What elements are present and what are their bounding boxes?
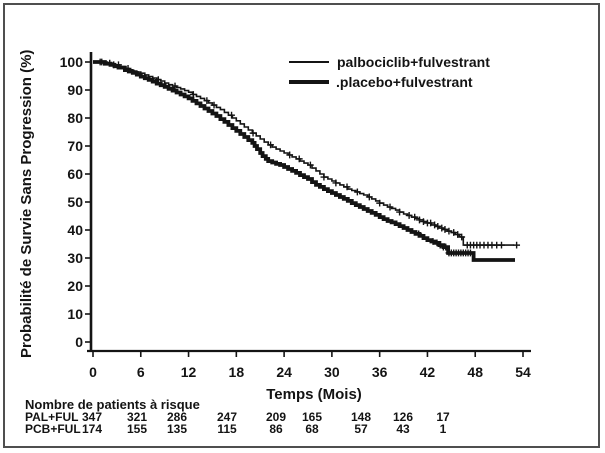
x-tick-label: 36: [372, 364, 388, 380]
legend-label-placebo: .placebo+fulvestrant: [336, 74, 473, 90]
censor-mark: [332, 179, 340, 187]
risk-value: 165: [302, 410, 322, 424]
x-axis-title: Temps (Mois): [266, 386, 362, 403]
censor-mark: [189, 91, 197, 98]
censor-mark: [110, 61, 118, 69]
censor-mark: [416, 216, 423, 224]
censor-mark: [365, 193, 373, 201]
censor-mark: [431, 221, 439, 229]
risk-value: 321: [127, 410, 147, 424]
censor-mark: [124, 65, 132, 72]
risk-table: PAL+FUL 347 321 286 247 209 165 148 126 17 PCB+FUL…: [25, 410, 450, 436]
risk-value: 1: [440, 422, 447, 436]
y-tick-label: 0: [75, 334, 83, 350]
censor-mark: [445, 227, 453, 235]
risk-value: 115: [217, 422, 237, 436]
censor-mark: [454, 231, 462, 238]
x-tick-label: 54: [515, 364, 531, 380]
curve-placebo: [93, 60, 515, 262]
risk-value: 148: [351, 410, 371, 424]
legend: palbociclib+fulvestrant .placebo+fulvest…: [289, 54, 490, 90]
censor-mark: [106, 59, 114, 67]
censor-mark: [450, 229, 458, 236]
censor-mark: [427, 219, 435, 227]
censor-mark: [467, 249, 474, 257]
censor-mark: [458, 233, 466, 241]
y-tick-label: 50: [67, 194, 83, 210]
censor-mark: [267, 141, 274, 149]
y-tick-label: 30: [67, 250, 83, 266]
censor-mark: [498, 241, 505, 249]
risk-value: 68: [305, 422, 319, 436]
censor-mark: [249, 129, 257, 137]
censor-mark: [513, 241, 521, 249]
x-tick-label: 30: [324, 364, 340, 380]
y-tick-label: 60: [67, 166, 83, 182]
censor-mark: [203, 97, 211, 105]
risk-value: 43: [396, 422, 410, 436]
censor-mark: [210, 101, 218, 109]
censor-mark: [386, 203, 394, 211]
x-tick-label: 18: [229, 364, 245, 380]
x-tick-label: 6: [137, 364, 145, 380]
y-tick-label: 10: [67, 306, 83, 322]
x-axis-ticks: 0 6 12 18 24 30 36 42 48 54: [89, 351, 531, 380]
risk-value: 135: [167, 422, 187, 436]
risk-value: 209: [266, 410, 286, 424]
censor-mark: [154, 76, 162, 84]
censor-mark: [438, 224, 446, 232]
risk-value: 286: [167, 410, 187, 424]
censor-marks: [96, 58, 521, 257]
censor-mark: [442, 243, 450, 251]
risk-value: 17: [436, 410, 450, 424]
censor-mark: [411, 213, 419, 221]
risk-value: 347: [82, 410, 102, 424]
censor-mark: [415, 230, 423, 238]
y-tick-label: 90: [67, 82, 83, 98]
censor-mark: [306, 161, 314, 169]
survival-curves: [93, 60, 515, 262]
censor-mark: [441, 226, 449, 233]
risk-value: 247: [217, 410, 237, 424]
x-tick-label: 48: [467, 364, 483, 380]
legend-label-palbociclib: palbociclib+fulvestrant: [337, 54, 490, 70]
censor-mark: [396, 208, 403, 216]
censor-mark: [320, 173, 328, 181]
censor-mark: [171, 82, 179, 90]
censor-mark: [429, 238, 437, 245]
risk-value: 174: [82, 422, 102, 436]
y-axis-ticks: 0 10 20 30 40 50 60 70 80 90 100: [60, 54, 91, 350]
y-tick-label: 70: [67, 138, 83, 154]
y-tick-label: 20: [67, 278, 83, 294]
censor-mark: [228, 111, 235, 119]
risk-value: 86: [269, 422, 283, 436]
x-tick-label: 0: [89, 364, 97, 380]
risk-row-label: PCB+FUL: [25, 422, 81, 436]
risk-row-label: PAL+FUL: [25, 410, 78, 424]
censor-mark: [295, 155, 303, 163]
x-tick-label: 42: [420, 364, 436, 380]
y-tick-label: 100: [60, 54, 84, 70]
y-axis-title: Probabilité de Survie Sans Progression (…: [18, 50, 35, 358]
censor-mark: [376, 199, 384, 207]
y-tick-label: 80: [67, 110, 83, 126]
x-tick-label: 12: [181, 364, 197, 380]
risk-table-header: Nombre de patients à risque: [25, 397, 200, 412]
x-tick-label: 24: [276, 364, 292, 380]
censor-mark: [343, 183, 351, 191]
censor-mark: [353, 188, 361, 196]
risk-value: 126: [393, 410, 413, 424]
y-tick-label: 40: [67, 222, 83, 238]
censor-mark: [420, 218, 427, 225]
censor-mark: [286, 151, 294, 159]
risk-value: 57: [354, 422, 368, 436]
censor-mark: [434, 222, 442, 230]
censor-mark: [405, 212, 413, 219]
figure-border: [3, 3, 600, 448]
risk-value: 155: [127, 422, 147, 436]
censor-mark: [96, 58, 104, 66]
